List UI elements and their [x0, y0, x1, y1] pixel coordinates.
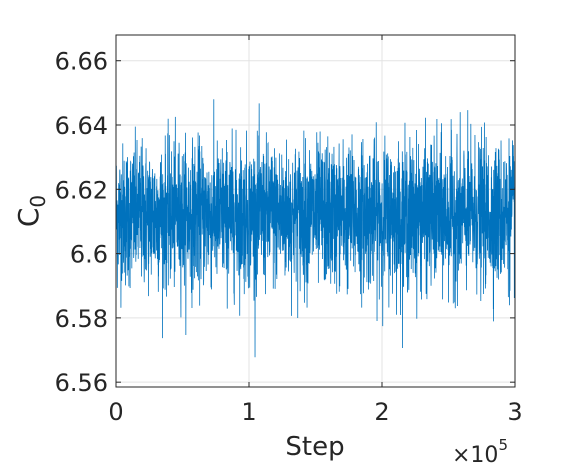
- x-axis-exponent: ×105: [452, 436, 508, 467]
- x-axis-ticks: 0 1 2 3: [108, 35, 523, 426]
- x-axis-label: Step: [285, 432, 344, 462]
- y-tick-label: 6.58: [55, 305, 108, 333]
- y-tick-label: 6.56: [55, 369, 108, 397]
- x-tick-label: 1: [241, 398, 256, 426]
- y-tick-label: 6.64: [55, 112, 108, 140]
- y-tick-label: 6.62: [55, 176, 108, 204]
- y-tick-label: 6.66: [55, 48, 108, 76]
- y-tick-label: 6.6: [70, 241, 108, 269]
- y-axis-label-subscript: 0: [26, 195, 50, 208]
- y-axis-label: C0: [12, 195, 50, 227]
- y-axis-label-base: C: [12, 208, 45, 228]
- x-tick-label: 0: [108, 398, 123, 426]
- x-tick-label: 3: [507, 398, 522, 426]
- x-axis-exponent-power: 5: [498, 436, 508, 454]
- y-axis-ticks: 6.56 6.58 6.6 6.62 6.64 6.66: [55, 48, 515, 397]
- x-tick-label: 2: [374, 398, 389, 426]
- series-trace-line: [115, 99, 516, 358]
- plot-frame: [115, 34, 516, 388]
- x-axis-exponent-base: ×10: [452, 443, 498, 467]
